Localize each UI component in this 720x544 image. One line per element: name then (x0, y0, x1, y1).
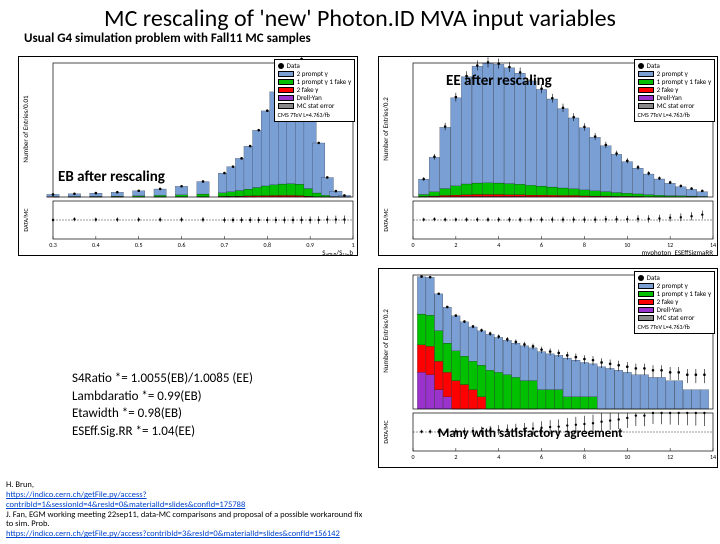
ref-link-1[interactable]: https://indico.cern.ch/getFile.py/access… (6, 490, 245, 510)
svg-text:10: 10 (624, 241, 630, 249)
agreement-note: Many with satisfactory agreement (438, 426, 623, 441)
svg-text:Number of Entries/0.2: Number of Entries/0.2 (381, 309, 390, 373)
param-line: Etawidth *= 0.98(EB) (72, 405, 253, 423)
svg-text:0.5: 0.5 (135, 241, 143, 249)
svg-text:Number of Entries/0.01: Number of Entries/0.01 (21, 95, 30, 163)
svg-text:10: 10 (624, 453, 630, 461)
svg-text:0.3: 0.3 (49, 241, 57, 249)
param-line: ESEff.Sig.RR *= 1.04(EE) (72, 423, 253, 441)
references: H. Brun, https://indico.cern.ch/getFile.… (6, 481, 366, 540)
param-line: Lambdaratio *= 0.99(EB) (72, 388, 253, 406)
page-title: MC rescaling of 'new' Photon.ID MVA inpu… (0, 4, 720, 33)
chart-area: Number of Entries/0.01 0.3 0.4 0.5 0.6 0.7 0.8… (0, 56, 720, 436)
svg-text:0.8: 0.8 (263, 241, 271, 249)
eb-label: EB after rescaling (58, 168, 165, 186)
page-subtitle: Usual G4 simulation problem with Fall11 … (24, 31, 720, 46)
svg-text:0.4: 0.4 (92, 241, 100, 249)
svg-text:0.7: 0.7 (221, 241, 229, 249)
svg-text:6: 6 (540, 241, 543, 249)
ee-label: EE after rescaling (446, 72, 552, 90)
svg-text:12: 12 (667, 453, 673, 461)
ref-line-2: J. Fan, EGM working meeting 22sep11, dat… (6, 510, 362, 530)
svg-text:6: 6 (540, 453, 543, 461)
svg-text:0.6: 0.6 (178, 241, 186, 249)
svg-text:Number of Entries/0.2: Number of Entries/0.2 (381, 97, 390, 161)
svg-text:2: 2 (454, 241, 457, 249)
chart-eb: Number of Entries/0.01 0.3 0.4 0.5 0.6 0.7 0.8… (18, 56, 358, 256)
rescale-params: S4Ratio *= 1.0055(EB)/1.0085 (EE) Lambda… (72, 370, 253, 440)
svg-text:myphoton_ESEffSigmaRR: myphoton_ESEffSigmaRR (642, 248, 714, 257)
svg-text:S₄ₘᵢₙ/S₂₅ₑb: S₄ₘᵢₙ/S₂₅ₑb (322, 248, 353, 257)
svg-text:DATA/MC: DATA/MC (22, 208, 30, 232)
svg-text:8: 8 (583, 241, 586, 249)
svg-text:2: 2 (454, 453, 457, 461)
svg-text:DATA/MC: DATA/MC (382, 420, 390, 444)
svg-text:14: 14 (710, 453, 716, 461)
svg-text:0: 0 (411, 453, 414, 461)
ref-author-1: H. Brun, (6, 480, 34, 490)
svg-text:0: 0 (411, 241, 414, 249)
svg-text:4: 4 (497, 453, 500, 461)
param-line: S4Ratio *= 1.0055(EB)/1.0085 (EE) (72, 370, 253, 388)
svg-text:8: 8 (583, 453, 586, 461)
ref-link-2[interactable]: https://indico.cern.ch/getFile.py/access… (6, 529, 340, 539)
svg-text:0.9: 0.9 (306, 241, 314, 249)
svg-text:4: 4 (497, 241, 500, 249)
svg-text:DATA/MC: DATA/MC (382, 208, 390, 232)
